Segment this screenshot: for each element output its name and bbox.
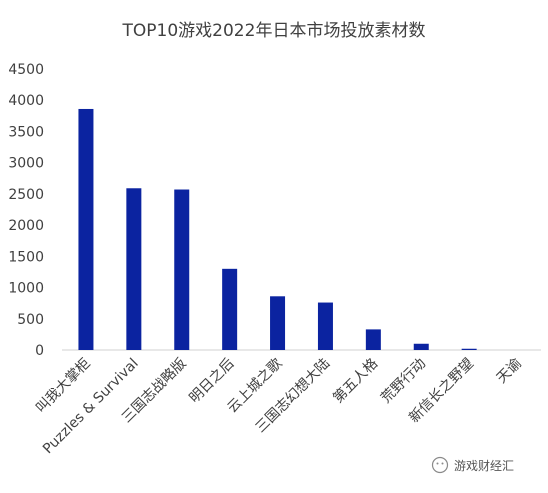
x-tick-label: 第五人格 [330,355,382,407]
watermark: 游戏财经汇 [431,456,514,474]
bar [78,108,94,350]
y-tick-label: 3500 [8,124,44,140]
bar [174,189,190,350]
y-tick-label: 1500 [8,249,44,265]
wechat-icon [431,456,449,474]
bar [126,188,142,350]
bar [365,329,381,350]
x-tick-label: 天谕 [494,356,525,387]
y-axis-ticks: 0 500 1000 1500 2000 2500 3000 3500 4000 4500 [8,62,44,359]
bar [461,348,477,350]
bar [413,343,429,350]
y-tick-label: 0 [35,343,44,359]
y-tick-label: 2500 [8,187,44,203]
y-tick-label: 4000 [8,93,44,109]
watermark-text: 游戏财经汇 [454,459,514,473]
y-tick-label: 1000 [8,281,44,297]
bar [222,268,238,350]
y-tick-label: 4500 [8,62,44,78]
y-tick-label: 2000 [8,218,44,234]
bar [317,302,333,350]
chart-title: TOP10游戏2022年日本市场投放素材数 [122,21,426,41]
bars [78,108,477,350]
y-tick-label: 3000 [8,156,44,172]
bar [270,296,286,350]
y-tick-label: 500 [17,312,44,328]
